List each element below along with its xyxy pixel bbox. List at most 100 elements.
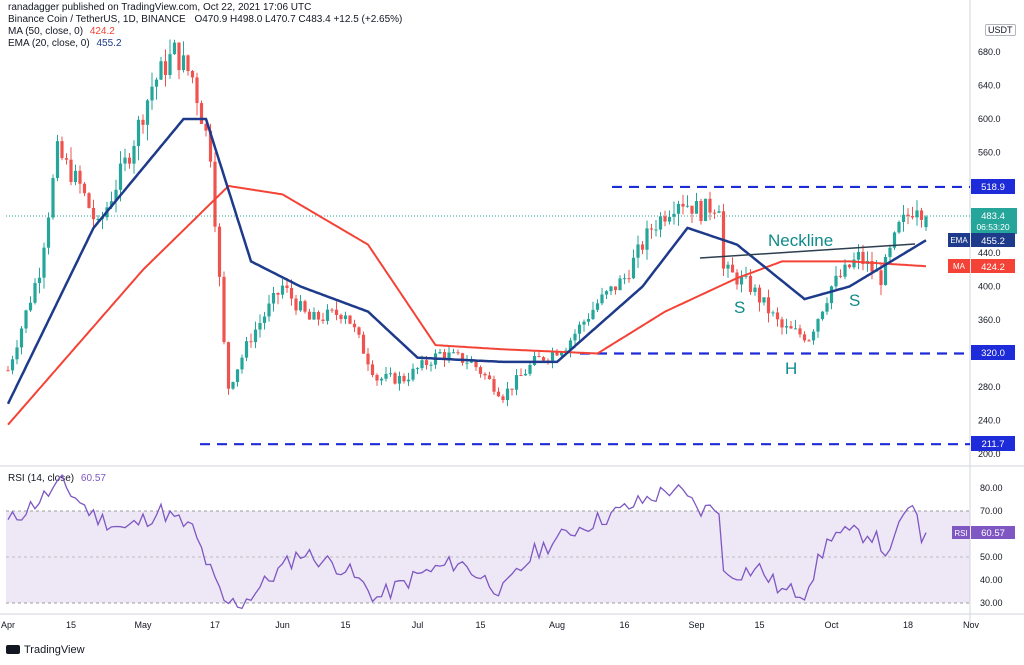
candle bbox=[685, 195, 690, 208]
candle bbox=[87, 192, 91, 209]
ema-tag-label: EMA bbox=[950, 236, 968, 245]
level-high-tag: 518.9 bbox=[971, 179, 1015, 194]
candle bbox=[321, 312, 325, 324]
ema-legend[interactable]: EMA (20, close, 0) 455.2 bbox=[8, 38, 122, 49]
candle bbox=[307, 308, 312, 320]
candle bbox=[753, 284, 757, 296]
candle bbox=[762, 297, 766, 306]
candle bbox=[312, 307, 316, 320]
candle bbox=[478, 365, 483, 378]
candle bbox=[649, 223, 654, 239]
candle bbox=[600, 287, 604, 306]
candle bbox=[24, 309, 28, 334]
candle bbox=[784, 318, 789, 335]
candle bbox=[114, 179, 118, 213]
candle bbox=[159, 56, 163, 81]
price-axis[interactable]: 680.0640.0600.0560.0520.0480.0440.0400.0… bbox=[978, 47, 1001, 459]
candle bbox=[397, 371, 402, 391]
candle bbox=[757, 284, 762, 312]
candle bbox=[136, 115, 141, 161]
candle bbox=[775, 307, 780, 327]
ema-legend-value: 455.2 bbox=[96, 38, 122, 49]
candle bbox=[510, 388, 514, 396]
candle bbox=[595, 299, 600, 312]
candle bbox=[613, 286, 618, 295]
candle bbox=[37, 267, 42, 294]
candle bbox=[82, 182, 87, 197]
symbol-line: Binance Coin / TetherUS, 1D, BINANCE O47… bbox=[8, 14, 402, 25]
rsi-legend[interactable]: RSI (14, close) 60.57 bbox=[8, 473, 106, 484]
candle bbox=[384, 367, 388, 382]
time-axis[interactable]: Apr 15 May 17 Jun 15 Jul 15 Aug 16 Sep 15 Oct 18 Nov bbox=[1, 620, 980, 630]
candle bbox=[622, 273, 627, 285]
candle bbox=[523, 369, 528, 376]
candle bbox=[829, 285, 834, 310]
candle bbox=[847, 263, 852, 269]
tradingview-logo[interactable]: TradingView bbox=[6, 642, 85, 656]
candle bbox=[262, 311, 267, 330]
candle bbox=[370, 360, 375, 378]
candle bbox=[222, 271, 226, 345]
candle bbox=[717, 205, 721, 214]
candle bbox=[226, 341, 231, 395]
candle bbox=[739, 270, 744, 293]
time-axis-label: 17 bbox=[210, 620, 220, 630]
symbol-name: Binance Coin / TetherUS, 1D, BINANCE bbox=[8, 14, 186, 25]
candle bbox=[267, 294, 271, 322]
candle bbox=[604, 290, 609, 299]
candle bbox=[271, 286, 276, 312]
candle bbox=[118, 151, 123, 202]
ma-legend-value: 424.2 bbox=[89, 26, 115, 37]
candle bbox=[28, 296, 33, 312]
candle bbox=[910, 206, 915, 220]
ma-legend[interactable]: MA (50, close, 0) 424.2 bbox=[8, 26, 115, 37]
candles-group bbox=[6, 39, 928, 407]
candle bbox=[456, 349, 460, 356]
candle bbox=[465, 355, 469, 370]
candle bbox=[699, 198, 703, 225]
candle bbox=[258, 314, 262, 338]
candle bbox=[771, 310, 775, 317]
candle bbox=[807, 338, 811, 342]
candle bbox=[199, 100, 204, 125]
candle bbox=[618, 275, 622, 291]
candle bbox=[726, 261, 730, 278]
candle bbox=[298, 294, 303, 312]
candle bbox=[451, 348, 456, 354]
candle bbox=[438, 348, 442, 355]
tradingview-brand-text: TradingView bbox=[24, 644, 85, 656]
candle bbox=[811, 329, 816, 345]
candle bbox=[316, 310, 321, 326]
candle bbox=[483, 372, 487, 380]
last-price-tag: 483.4 06:53:20 bbox=[971, 208, 1017, 234]
level-mid-tag-text: 320.0 bbox=[981, 348, 1005, 359]
candle bbox=[838, 269, 843, 279]
candle bbox=[379, 377, 384, 386]
candle bbox=[280, 279, 285, 299]
level-high-tag-text: 518.9 bbox=[981, 182, 1005, 193]
candle bbox=[51, 174, 55, 220]
price-axis-label: 400.0 bbox=[978, 282, 1001, 292]
candle bbox=[186, 54, 190, 76]
currency-badge[interactable]: USDT bbox=[985, 24, 1016, 36]
candle bbox=[325, 304, 330, 325]
candle bbox=[586, 313, 591, 326]
time-axis-label: 15 bbox=[340, 620, 350, 630]
time-axis-label: 16 bbox=[619, 620, 629, 630]
ema-tag: EMA 455.2 bbox=[948, 233, 1015, 247]
candle bbox=[505, 381, 510, 407]
candle bbox=[46, 212, 51, 255]
candle bbox=[55, 134, 60, 182]
candle bbox=[645, 220, 649, 260]
candle bbox=[352, 319, 357, 333]
candle bbox=[568, 337, 573, 358]
rsi-axis-label: 30.00 bbox=[980, 598, 1003, 608]
candle bbox=[730, 257, 735, 273]
candle bbox=[127, 153, 132, 169]
candle bbox=[694, 192, 699, 214]
ema-legend-label: EMA (20, close, 0) bbox=[8, 38, 90, 49]
candle bbox=[843, 259, 847, 280]
level-mid-tag: 320.0 bbox=[971, 345, 1015, 360]
